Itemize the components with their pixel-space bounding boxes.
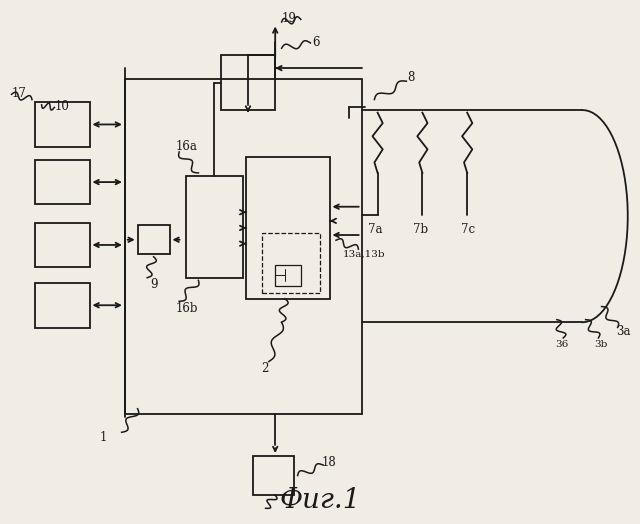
Text: 13a,13b: 13a,13b: [342, 249, 385, 258]
Bar: [125, 79, 362, 414]
Text: 6: 6: [312, 36, 320, 49]
Bar: [35, 160, 90, 204]
Bar: [35, 223, 90, 267]
Text: 18: 18: [321, 456, 336, 469]
Text: 10: 10: [54, 100, 69, 113]
Bar: [186, 176, 243, 278]
Bar: [275, 265, 301, 286]
Bar: [35, 102, 90, 147]
Text: 17: 17: [12, 87, 26, 100]
Bar: [138, 225, 170, 254]
Bar: [246, 157, 330, 299]
Text: 16a: 16a: [176, 140, 198, 154]
Text: 36: 36: [556, 341, 569, 350]
Bar: [253, 456, 294, 495]
Text: 16b: 16b: [176, 302, 198, 315]
Text: 1: 1: [99, 431, 107, 444]
Text: Фиг.1: Фиг.1: [279, 486, 361, 514]
Text: 7b: 7b: [413, 223, 428, 236]
Text: 2: 2: [261, 362, 269, 375]
Text: 19: 19: [282, 12, 296, 25]
Text: 9: 9: [150, 278, 158, 291]
Bar: [221, 55, 275, 110]
Text: 3b: 3b: [594, 341, 607, 350]
Text: 8: 8: [408, 71, 415, 84]
Bar: [35, 283, 90, 328]
Text: 7c: 7c: [461, 223, 475, 236]
Bar: [262, 233, 320, 293]
Text: 7a: 7a: [368, 223, 383, 236]
Text: 3a: 3a: [616, 325, 630, 339]
